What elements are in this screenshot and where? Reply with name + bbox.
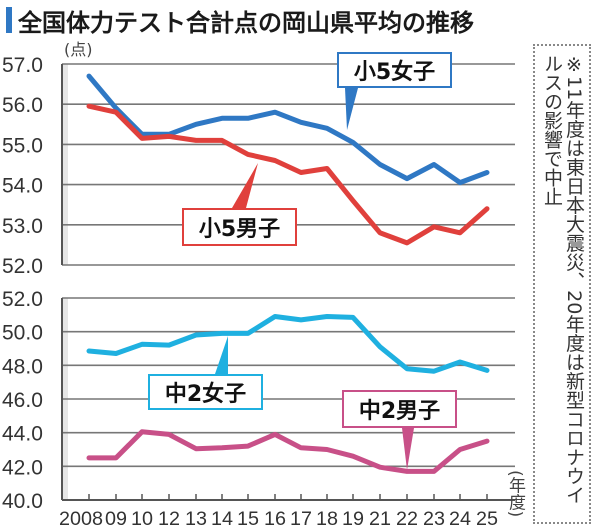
- label-chu2-girls: 中2女子: [148, 374, 263, 410]
- label-pointer: [345, 88, 358, 130]
- y-tick-label: 50.0: [2, 322, 43, 345]
- x-tick-label: 2008: [59, 509, 103, 530]
- chart-panel-1: 57.0 56.0 55.0 54.0 53.0 52.0: [2, 54, 515, 278]
- x-tick-label: 22: [396, 509, 418, 530]
- label-pointer: [232, 163, 258, 208]
- label-pointer: [402, 428, 414, 470]
- y-tick-label: 52.0: [2, 255, 43, 278]
- x-tick-label: 23: [423, 509, 445, 530]
- label-pointer: [215, 336, 228, 374]
- x-tick-label: 17: [290, 509, 312, 530]
- x-tick-label: 24: [449, 509, 471, 530]
- y-tick-label: 54.0: [2, 175, 43, 198]
- y-tick-label: 52.0: [2, 288, 43, 311]
- y-tick-label: 57.0: [2, 54, 43, 77]
- label-shou5-girls: 小5女子: [337, 52, 452, 88]
- x-tick-label: 15: [237, 509, 259, 530]
- x-unit-label: (年度): [505, 470, 525, 518]
- series-line: [86, 103, 490, 246]
- y-tick-label: 42.0: [2, 456, 43, 479]
- series-line: [86, 314, 490, 374]
- series-line: [86, 429, 490, 474]
- y-unit-label: (点): [64, 40, 93, 59]
- x-tick-label: 14: [211, 509, 233, 530]
- y-tick-label: 48.0: [2, 355, 43, 378]
- chart-title: 全国体力テスト合計点の岡山県平均の推移: [6, 4, 474, 37]
- x-tick-label: 18: [316, 509, 338, 530]
- chart-title-text: 全国体力テスト合計点の岡山県平均の推移: [18, 8, 474, 37]
- x-tick-label: 21: [369, 509, 391, 530]
- note-text: ※11年度は東日本大震災、20年度は新型コロナウイルスの影響で中止: [541, 54, 585, 505]
- x-tick-label: 09: [105, 509, 127, 530]
- chart-panel-2: 52.0 50.0 48.0 46.0 44.0 42.0 40.0: [2, 288, 515, 513]
- y-tick-label: 46.0: [2, 389, 43, 412]
- title-accent-bar: [6, 7, 12, 33]
- x-tick-label: 12: [158, 509, 180, 530]
- x-tick-label: 10: [131, 509, 153, 530]
- y-tick-label: 53.0: [2, 215, 43, 238]
- y-tick-label: 55.0: [2, 134, 43, 157]
- y-tick-label: 40.0: [2, 490, 43, 513]
- x-tick-label: 16: [264, 509, 286, 530]
- y-tick-label: 56.0: [2, 94, 43, 117]
- note-box: ※11年度は東日本大震災、20年度は新型コロナウイルスの影響で中止: [533, 44, 591, 524]
- label-chu2-boys: 中2男子: [342, 390, 457, 428]
- x-tick-label: 19: [342, 509, 364, 530]
- label-shou5-boys: 小5男子: [182, 208, 297, 246]
- series-line: [86, 73, 490, 186]
- y-tick-label: 44.0: [2, 423, 43, 446]
- x-tick-label: 25: [476, 509, 498, 530]
- x-tick-label: 13: [185, 509, 207, 530]
